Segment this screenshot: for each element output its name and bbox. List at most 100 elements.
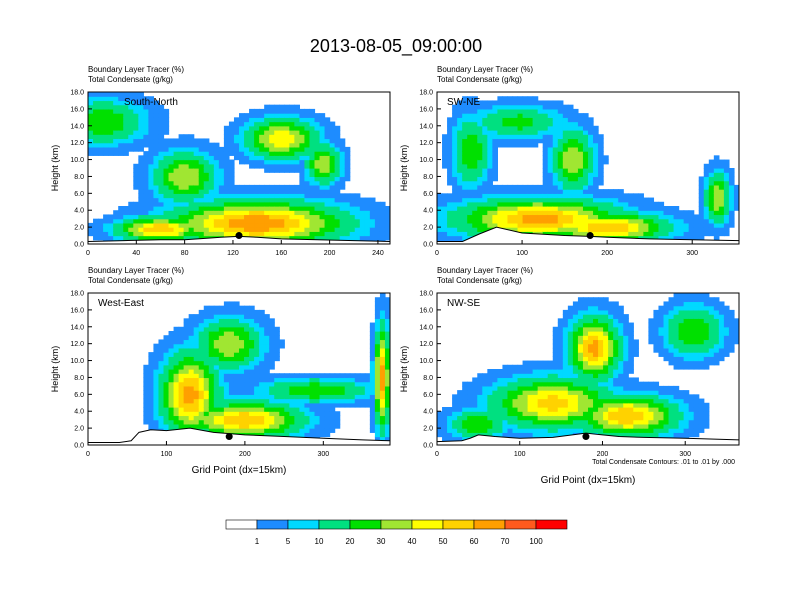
field-cell <box>188 184 195 190</box>
field-cell <box>294 108 300 114</box>
field-cell <box>354 210 361 216</box>
field-cell <box>572 318 579 324</box>
field-cell <box>153 419 160 425</box>
field-cell <box>188 180 195 186</box>
field-cell <box>452 176 458 182</box>
field-cell <box>188 331 195 336</box>
field-cell <box>269 419 275 425</box>
field-cell <box>208 369 215 374</box>
field-cell <box>522 394 529 400</box>
field-cell <box>437 411 443 417</box>
field-cell <box>223 159 230 165</box>
field-cell <box>213 364 220 370</box>
field-cell <box>168 138 175 144</box>
field-cell <box>319 151 326 156</box>
field-cell <box>138 231 144 237</box>
field-cell <box>384 381 390 387</box>
field-cell <box>354 390 361 395</box>
field-cell <box>582 117 589 123</box>
field-cell <box>198 309 205 315</box>
field-cell <box>319 159 326 165</box>
field-cell <box>527 385 534 391</box>
field-cell <box>447 134 453 140</box>
field-cell <box>608 318 614 324</box>
field-cell <box>598 335 604 341</box>
field-cell <box>98 113 104 118</box>
field-cell <box>324 121 331 127</box>
field-cell <box>244 347 250 353</box>
field-cell <box>304 231 311 237</box>
field-cell <box>598 159 604 165</box>
field-cell <box>713 189 720 194</box>
field-cell <box>334 373 341 379</box>
field-cell <box>118 138 124 144</box>
field-cell <box>183 377 190 383</box>
field-cell <box>228 121 235 127</box>
field-cell <box>198 168 205 173</box>
field-cell <box>344 201 351 207</box>
field-cell <box>203 394 210 400</box>
field-cell <box>183 210 190 216</box>
field-cell <box>562 231 569 237</box>
field-cell <box>143 172 149 178</box>
field-cell <box>507 189 514 194</box>
field-cell <box>158 184 165 190</box>
field-cell <box>264 210 270 216</box>
field-cell <box>582 364 589 370</box>
field-cell <box>314 163 321 169</box>
field-cell <box>557 180 564 186</box>
field-cell <box>593 210 599 216</box>
field-cell <box>598 301 604 307</box>
field-cell <box>188 411 195 417</box>
field-cell <box>274 155 280 161</box>
field-cell <box>113 142 119 148</box>
field-cell <box>339 176 346 182</box>
field-cell <box>608 373 614 379</box>
field-cell <box>213 163 220 169</box>
field-cell <box>633 227 639 232</box>
field-cell <box>249 314 255 319</box>
field-cell <box>608 197 614 203</box>
field-cell <box>593 180 599 186</box>
field-cell <box>93 108 99 114</box>
field-cell <box>208 172 215 178</box>
field-cell <box>208 309 215 315</box>
field-cell <box>284 121 290 127</box>
field-cell <box>254 390 260 395</box>
field-cell <box>572 364 579 370</box>
field-cell <box>279 407 285 412</box>
field-cell <box>482 210 488 216</box>
field-cell <box>552 210 559 216</box>
field-cell <box>244 339 250 345</box>
field-cell <box>223 402 230 408</box>
field-cell <box>239 339 245 345</box>
field-cell <box>138 155 144 161</box>
field-cell <box>567 142 574 148</box>
field-cell <box>532 214 539 220</box>
field-cell <box>193 210 200 216</box>
field-cell <box>213 373 220 379</box>
field-cell <box>98 142 104 148</box>
field-cell <box>467 411 473 417</box>
field-cell <box>143 163 149 169</box>
field-cell <box>289 189 295 194</box>
field-cell <box>552 184 559 190</box>
field-cell <box>472 163 478 169</box>
field-cell <box>542 214 549 220</box>
field-cell <box>517 197 524 203</box>
field-cell <box>618 423 624 429</box>
field-cell <box>618 419 624 425</box>
field-cell <box>354 398 361 404</box>
field-cell <box>188 151 195 156</box>
field-cell <box>532 394 539 400</box>
field-cell <box>537 104 544 110</box>
field-cell <box>572 125 579 131</box>
field-cell <box>279 104 285 110</box>
field-cell <box>249 407 255 412</box>
field-cell <box>532 390 539 395</box>
field-cell <box>183 339 190 345</box>
field-cell <box>582 121 589 127</box>
field-cell <box>369 394 376 400</box>
field-cell <box>492 210 498 216</box>
field-cell <box>562 419 569 425</box>
